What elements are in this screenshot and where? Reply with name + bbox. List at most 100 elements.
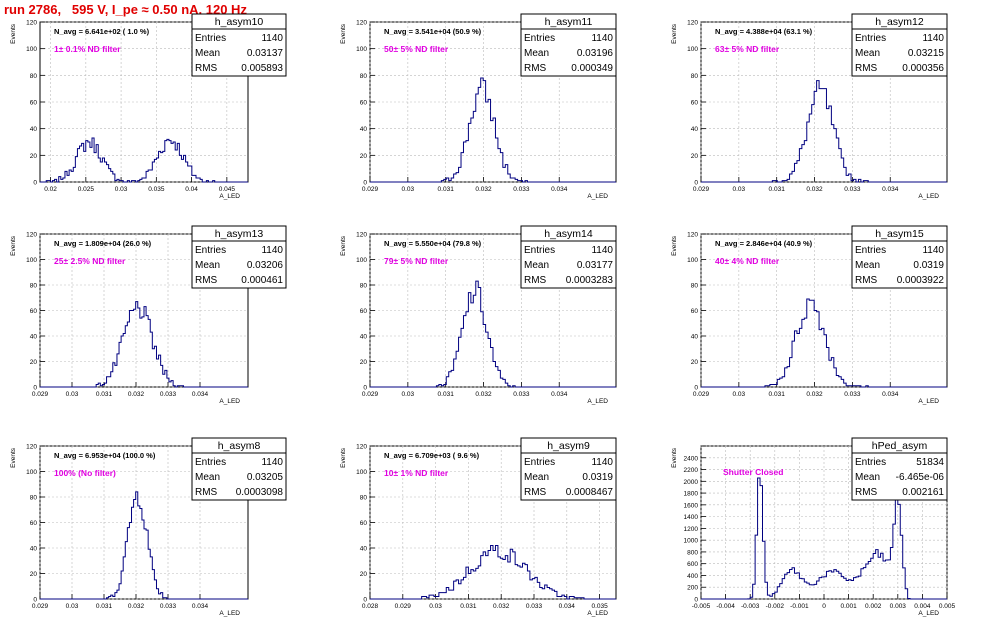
stats-label-entries: Entries: [524, 245, 555, 256]
y-tick-label: 0: [694, 385, 698, 392]
stats-label-rms: RMS: [195, 275, 218, 286]
y-tick-label: 80: [360, 495, 368, 502]
x-tick-label: 0.04: [185, 186, 198, 193]
x-axis-label: A_LED: [918, 610, 939, 617]
y-axis-label: Events: [10, 447, 17, 468]
stats-value-entries: 1140: [591, 457, 613, 468]
x-tick-label: 0.034: [559, 603, 576, 610]
stats-value-mean: 0.0319: [913, 260, 944, 271]
y-tick-label: 20: [360, 153, 368, 160]
stats-value-mean: 0.03137: [247, 48, 284, 59]
stats-value-rms: 0.000349: [571, 63, 613, 74]
stats-box: h_asym9 Entries 1140 Mean 0.0319 RMS 0.0008467: [520, 437, 617, 501]
y-axis-label: Events: [10, 23, 17, 44]
stats-value-mean: 0.0319: [582, 472, 613, 483]
y-tick-label: 0: [694, 597, 698, 604]
stats-label-rms: RMS: [855, 487, 878, 498]
histogram-name: h_asym14: [544, 228, 593, 240]
histogram-name: h_asym13: [215, 228, 264, 240]
x-tick-label: 0.034: [551, 391, 568, 398]
y-tick-label: 0: [363, 597, 367, 604]
stats-value-rms: 0.0003922: [897, 275, 945, 286]
x-tick-label: 0.002: [865, 603, 882, 610]
x-tick-label: 0.029: [693, 186, 710, 193]
y-tick-label: 80: [30, 283, 38, 290]
y-axis-label: Events: [340, 23, 347, 44]
histogram-panel-h_asym11: 0.029 0.03 0.031 0.032 0.033 0.034 0 20 40 60 80 10…: [340, 13, 617, 200]
x-tick-label: 0.031: [769, 186, 786, 193]
stats-label-mean: Mean: [524, 260, 549, 271]
histogram-name: h_asym15: [875, 228, 924, 240]
y-tick-label: 800: [687, 549, 698, 556]
x-tick-label: 0.035: [148, 186, 165, 193]
filter-label: 63± 5% ND filter: [715, 44, 780, 54]
stats-label-mean: Mean: [195, 48, 220, 59]
y-tick-label: 40: [691, 334, 699, 341]
x-axis-label: A_LED: [219, 610, 240, 617]
y-tick-label: 20: [30, 153, 38, 160]
x-tick-label: 0.004: [914, 603, 931, 610]
x-tick-label: 0.005: [939, 603, 956, 610]
x-tick-label: -0.001: [790, 603, 809, 610]
histogram-series-h_asym11: [370, 77, 616, 183]
histogram-series-h_asym9: [370, 544, 616, 600]
stats-box: h_asym10 Entries 1140 Mean 0.03137 RMS 0.00589…: [191, 13, 287, 77]
x-tick-label: 0.025: [78, 186, 95, 193]
y-tick-label: 2200: [684, 467, 699, 474]
y-tick-label: 20: [30, 359, 38, 366]
histogram-series-h_asym15: [701, 298, 947, 388]
stats-value-entries: 1140: [261, 457, 283, 468]
y-tick-label: 200: [687, 585, 698, 592]
y-tick-label: 1600: [684, 502, 699, 509]
histogram-series-h_asym10: [40, 137, 248, 183]
stats-box: h_asym13 Entries 1140 Mean 0.03206 RMS 0.00046…: [191, 225, 287, 289]
x-tick-label: 0.035: [591, 603, 608, 610]
y-tick-label: 20: [691, 359, 699, 366]
x-tick-label: 0.03: [429, 603, 442, 610]
stats-value-rms: 0.0008467: [566, 487, 614, 498]
y-tick-label: 120: [26, 20, 37, 27]
stats-value-entries: 1140: [922, 33, 944, 44]
y-tick-label: 100: [687, 257, 698, 264]
x-tick-label: 0.03: [402, 186, 415, 193]
x-tick-label: 0.03: [66, 391, 79, 398]
y-tick-label: 100: [356, 469, 367, 476]
y-tick-label: 120: [356, 20, 367, 27]
stats-label-entries: Entries: [524, 457, 555, 468]
x-tick-label: 0.029: [693, 391, 710, 398]
x-tick-label: 0.033: [513, 186, 530, 193]
histogram-name: h_asym12: [875, 16, 924, 28]
x-tick-label: 0.031: [96, 603, 113, 610]
stats-label-rms: RMS: [855, 275, 878, 286]
histogram-name: h_asym8: [218, 440, 261, 452]
x-tick-label: 0.029: [32, 391, 49, 398]
y-tick-label: 1400: [684, 514, 699, 521]
y-tick-label: 2400: [684, 455, 699, 462]
y-tick-label: 1000: [684, 538, 699, 545]
x-tick-label: 0.032: [128, 603, 145, 610]
navg-label: N_avg = 6.709e+03 ( 9.6 %): [384, 451, 480, 460]
stats-value-mean: -6.465e-06: [896, 472, 945, 483]
stats-label-entries: Entries: [855, 245, 886, 256]
y-tick-label: 60: [691, 100, 699, 107]
stats-label-entries: Entries: [195, 33, 226, 44]
stats-value-entries: 1140: [591, 245, 613, 256]
y-tick-label: 120: [687, 20, 698, 27]
stats-label-mean: Mean: [524, 48, 549, 59]
x-tick-label: 0.032: [475, 391, 492, 398]
x-axis-label: A_LED: [918, 398, 939, 405]
x-tick-label: 0.029: [395, 603, 412, 610]
x-tick-label: 0.031: [460, 603, 477, 610]
x-tick-label: 0.03: [733, 391, 746, 398]
stats-value-rms: 0.005893: [241, 63, 283, 74]
x-tick-label: 0.033: [844, 186, 861, 193]
y-tick-label: 120: [687, 232, 698, 239]
y-tick-label: 100: [356, 257, 367, 264]
x-tick-label: 0.028: [362, 603, 379, 610]
histogram-series-h_asym12: [701, 80, 947, 183]
stats-box-frame: [520, 437, 617, 501]
y-tick-label: 40: [360, 546, 368, 553]
y-tick-label: 100: [356, 46, 367, 53]
y-tick-label: 0: [694, 180, 698, 187]
y-tick-label: 120: [356, 444, 367, 451]
